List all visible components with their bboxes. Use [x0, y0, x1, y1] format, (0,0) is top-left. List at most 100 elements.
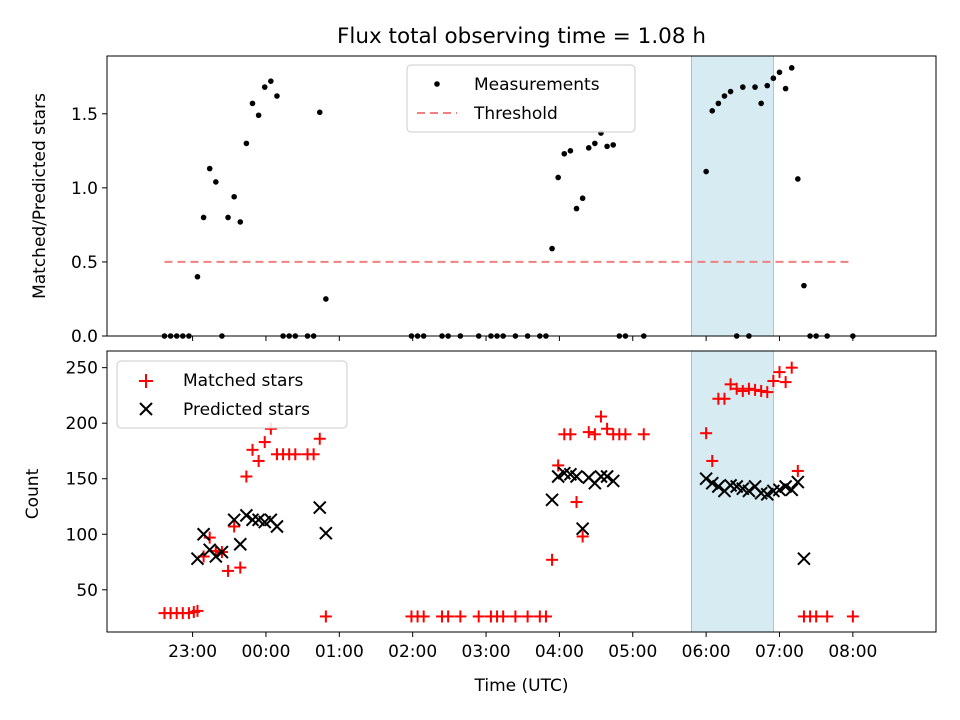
measurement-point	[721, 93, 728, 99]
measurement-point	[592, 140, 598, 147]
matched-star-point	[779, 376, 792, 389]
measurement-point	[758, 100, 764, 107]
predicted-star-point	[742, 484, 756, 498]
predicted-marker-b	[705, 476, 719, 490]
measurement-point	[261, 84, 268, 90]
x-tick-label: 02:00	[388, 642, 437, 662]
matched-star-point	[742, 382, 755, 395]
matched-star-point	[761, 386, 774, 399]
matched-star-point	[319, 610, 332, 623]
matched-star-point	[258, 436, 271, 449]
top-y-axis-label: Matched/Predicted stars	[30, 93, 50, 299]
predicted-star-point	[319, 526, 333, 540]
measurement-point	[561, 150, 568, 157]
measurement-point	[549, 245, 555, 252]
predicted-star-point	[239, 508, 254, 523]
predicted-marker-b	[606, 474, 620, 488]
matched-star-point	[552, 459, 565, 472]
matched-star-point	[601, 422, 614, 435]
measurement-point	[752, 84, 758, 90]
measurement-point	[268, 78, 274, 84]
matched-star-point	[821, 610, 834, 623]
predicted-star-point	[705, 476, 719, 490]
matched-star-point	[810, 610, 823, 623]
measurement-point	[709, 108, 716, 114]
measurement-point	[555, 174, 561, 181]
top-legend: Measurements Threshold	[406, 64, 636, 133]
matched-star-point	[718, 392, 731, 405]
x-tick-label: 01:00	[315, 642, 364, 662]
bottom-plot-frame	[106, 350, 937, 633]
measurement-point	[206, 165, 213, 172]
predicted-marker-b	[772, 483, 787, 497]
predicted-marker-b	[557, 466, 572, 480]
predicted-star-point	[785, 483, 799, 497]
matched-star-point	[588, 428, 601, 441]
x-tick-label: 04:00	[535, 642, 584, 662]
predicted-star-point	[778, 479, 793, 494]
matched-star-point	[497, 610, 510, 623]
predicted-star-point	[551, 469, 565, 484]
predicted-star-point	[233, 537, 247, 551]
matched-star-point	[730, 382, 743, 395]
count-panel: 50 100 150 200 250 23:00 00:00 01:00 02:00 03:00…	[23, 350, 937, 696]
predicted-star-point	[791, 475, 805, 489]
matched-star-point	[637, 428, 650, 441]
predicted-stars-points	[190, 466, 811, 566]
legend-matched-label: Matched stars	[183, 371, 303, 391]
bottom-y-tick-label: 150	[66, 470, 98, 490]
predicted-marker-b	[748, 479, 762, 494]
bottom-y-tick-label: 50	[76, 581, 98, 601]
predicted-marker-b	[760, 487, 774, 501]
highlight-span-top	[691, 55, 774, 337]
matched-star-point	[564, 428, 577, 441]
predicted-star-point	[245, 513, 260, 527]
x-tick-label: 08:00	[828, 642, 877, 662]
measurement-point	[703, 168, 709, 175]
predicted-star-point	[594, 469, 608, 484]
bottom-x-ticks: 23:00 00:00 01:00 02:00 03:00 04:00 05:00 06:00…	[168, 632, 877, 662]
measurement-point	[795, 176, 801, 182]
matched-star-point	[442, 610, 455, 623]
predicted-marker-b	[797, 551, 811, 566]
top-y-tick-label: 0.5	[71, 253, 98, 273]
predicted-marker-b	[785, 483, 799, 497]
measurement-point	[194, 273, 201, 280]
x-tick-label: 03:00	[462, 642, 511, 662]
top-y-ticks: 0.0 0.5 1.0 1.5	[71, 105, 107, 347]
predicted-marker-b	[575, 522, 590, 536]
measurement-point	[782, 85, 789, 92]
x-tick-label: 06:00	[682, 642, 731, 662]
bottom-legend: Matched stars Predicted stars	[116, 360, 348, 429]
predicted-star-point	[227, 513, 241, 527]
matched-star-point	[191, 604, 204, 617]
matched-star-point	[791, 464, 804, 477]
measurement-point	[788, 65, 795, 71]
top-x-ticks	[192, 336, 854, 341]
matched-star-point	[222, 564, 235, 577]
predicted-marker-b	[313, 500, 327, 515]
matched-star-point	[700, 427, 713, 440]
x-tick-label: 05:00	[608, 642, 657, 662]
predicted-marker-b	[251, 513, 266, 527]
predicted-marker-b	[569, 469, 584, 484]
bottom-y-tick-label: 250	[66, 359, 98, 379]
bottom-y-axis-label: Count	[23, 468, 43, 519]
measurement-point	[610, 142, 617, 148]
matched-star-point	[582, 426, 595, 439]
x-tick-label: 23:00	[168, 642, 217, 662]
predicted-marker-b	[270, 519, 284, 534]
matched-star-point	[546, 553, 559, 566]
matched-star-point	[417, 610, 430, 623]
measurement-point	[316, 109, 323, 116]
top-legend-box	[406, 64, 636, 133]
matched-star-point	[228, 520, 241, 533]
matched-star-point	[724, 378, 737, 391]
measurement-point	[579, 195, 586, 202]
matched-star-point	[454, 610, 467, 623]
predicted-star-point	[569, 469, 584, 484]
ratio-panel: 0.0 0.5 1.0 1.5 Flux total observing time =…	[30, 24, 937, 347]
bottom-y-tick-label: 200	[66, 414, 98, 434]
predicted-marker-b	[778, 479, 793, 494]
